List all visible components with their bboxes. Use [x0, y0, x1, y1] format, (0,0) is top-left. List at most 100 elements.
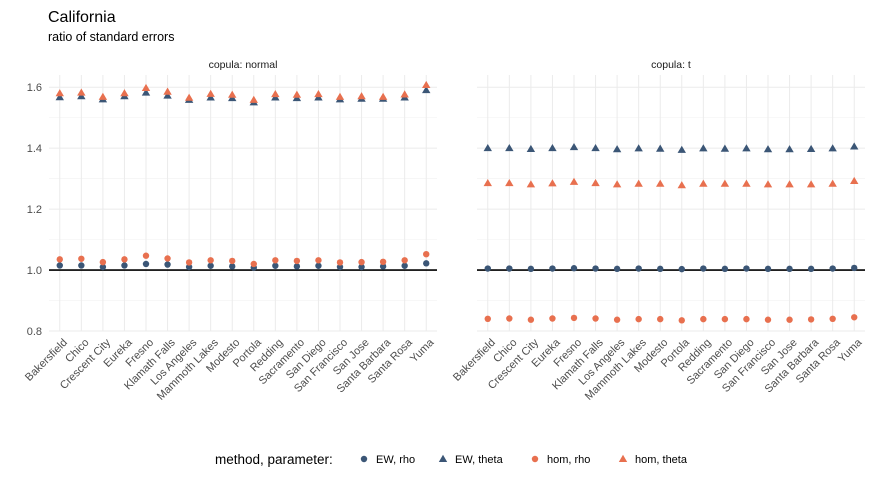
data-point — [850, 142, 859, 150]
data-point — [400, 90, 409, 98]
legend-label: EW, rho — [376, 454, 415, 466]
data-point — [526, 144, 536, 152]
data-point — [592, 265, 599, 272]
data-point — [206, 93, 215, 101]
data-point — [315, 257, 322, 264]
data-point — [99, 258, 107, 266]
data-point — [357, 92, 366, 100]
data-point — [229, 257, 236, 265]
data-point — [656, 179, 665, 187]
facet-label: copula: t — [651, 59, 691, 71]
data-point — [612, 145, 622, 153]
legend-label: hom, theta — [635, 454, 688, 466]
data-point — [401, 262, 408, 269]
x-tick-label: Bakersfield — [23, 337, 70, 384]
data-point — [292, 90, 302, 98]
data-point — [379, 263, 387, 270]
legend-item: hom, theta — [618, 454, 688, 466]
data-point — [335, 92, 345, 100]
data-point — [185, 263, 193, 271]
data-point — [807, 316, 815, 323]
x-tick-label: Bakersfield — [451, 337, 498, 384]
data-point — [657, 265, 664, 273]
data-point — [721, 315, 729, 323]
data-point — [569, 177, 579, 185]
data-point — [742, 179, 751, 187]
series-ew-rho — [56, 260, 430, 271]
legend-key-circle — [531, 455, 539, 463]
legend-item: hom, rho — [531, 454, 590, 466]
data-point — [850, 176, 859, 184]
data-point — [336, 263, 344, 271]
y-tick-label: 0.8 — [27, 326, 42, 338]
data-point — [141, 83, 151, 92]
data-point — [378, 92, 388, 100]
data-point — [828, 179, 837, 187]
data-point — [763, 180, 773, 188]
legend-title: method, parameter: — [215, 452, 333, 467]
series-hom-theta — [55, 80, 431, 103]
data-point — [484, 315, 491, 323]
data-point — [785, 180, 794, 188]
data-point — [785, 145, 794, 153]
data-point — [569, 143, 579, 151]
data-point — [851, 314, 858, 321]
data-point — [505, 143, 514, 152]
data-point — [207, 262, 214, 269]
data-point — [677, 145, 686, 153]
data-point — [358, 258, 365, 266]
data-point — [570, 265, 578, 272]
data-point — [678, 317, 685, 324]
legend-key-triangle — [438, 454, 448, 462]
data-point — [506, 315, 513, 322]
data-point — [548, 143, 557, 152]
legend-item: EW, rho — [360, 454, 415, 466]
data-point — [591, 178, 600, 187]
legend-key-circle — [360, 455, 368, 463]
data-point — [635, 265, 642, 272]
data-point — [293, 257, 301, 265]
data-point — [700, 315, 707, 323]
series-ew-theta — [483, 142, 859, 153]
data-point — [592, 315, 599, 322]
data-point — [250, 260, 257, 268]
y-tick-label: 1.0 — [27, 265, 42, 277]
data-point — [657, 315, 664, 323]
y-tick-label: 1.2 — [27, 204, 42, 216]
data-point — [229, 263, 236, 270]
data-point — [163, 87, 172, 95]
data-point — [634, 179, 643, 187]
data-point — [78, 262, 85, 269]
series-hom-theta — [483, 176, 859, 189]
data-point — [228, 90, 237, 98]
data-point — [549, 315, 556, 322]
data-point — [720, 144, 730, 152]
data-point — [483, 178, 492, 187]
legend-item: EW, theta — [438, 454, 504, 466]
data-point — [613, 265, 621, 273]
data-point — [527, 316, 535, 323]
data-point — [271, 90, 280, 98]
data-point — [678, 265, 685, 273]
legend-key-triangle — [618, 454, 628, 462]
data-point — [164, 261, 171, 268]
data-point — [379, 258, 387, 266]
data-point — [806, 144, 816, 152]
series-ew-theta — [55, 86, 431, 106]
data-point — [635, 315, 642, 323]
data-point — [99, 263, 107, 271]
data-point — [55, 93, 64, 101]
data-point — [272, 257, 279, 264]
data-point — [720, 179, 730, 187]
data-point — [314, 90, 323, 98]
data-point — [851, 264, 858, 272]
data-point — [806, 180, 816, 188]
data-point — [206, 89, 215, 97]
data-point — [422, 80, 431, 88]
data-point — [422, 86, 431, 94]
data-point — [336, 259, 344, 266]
data-point — [293, 263, 301, 270]
